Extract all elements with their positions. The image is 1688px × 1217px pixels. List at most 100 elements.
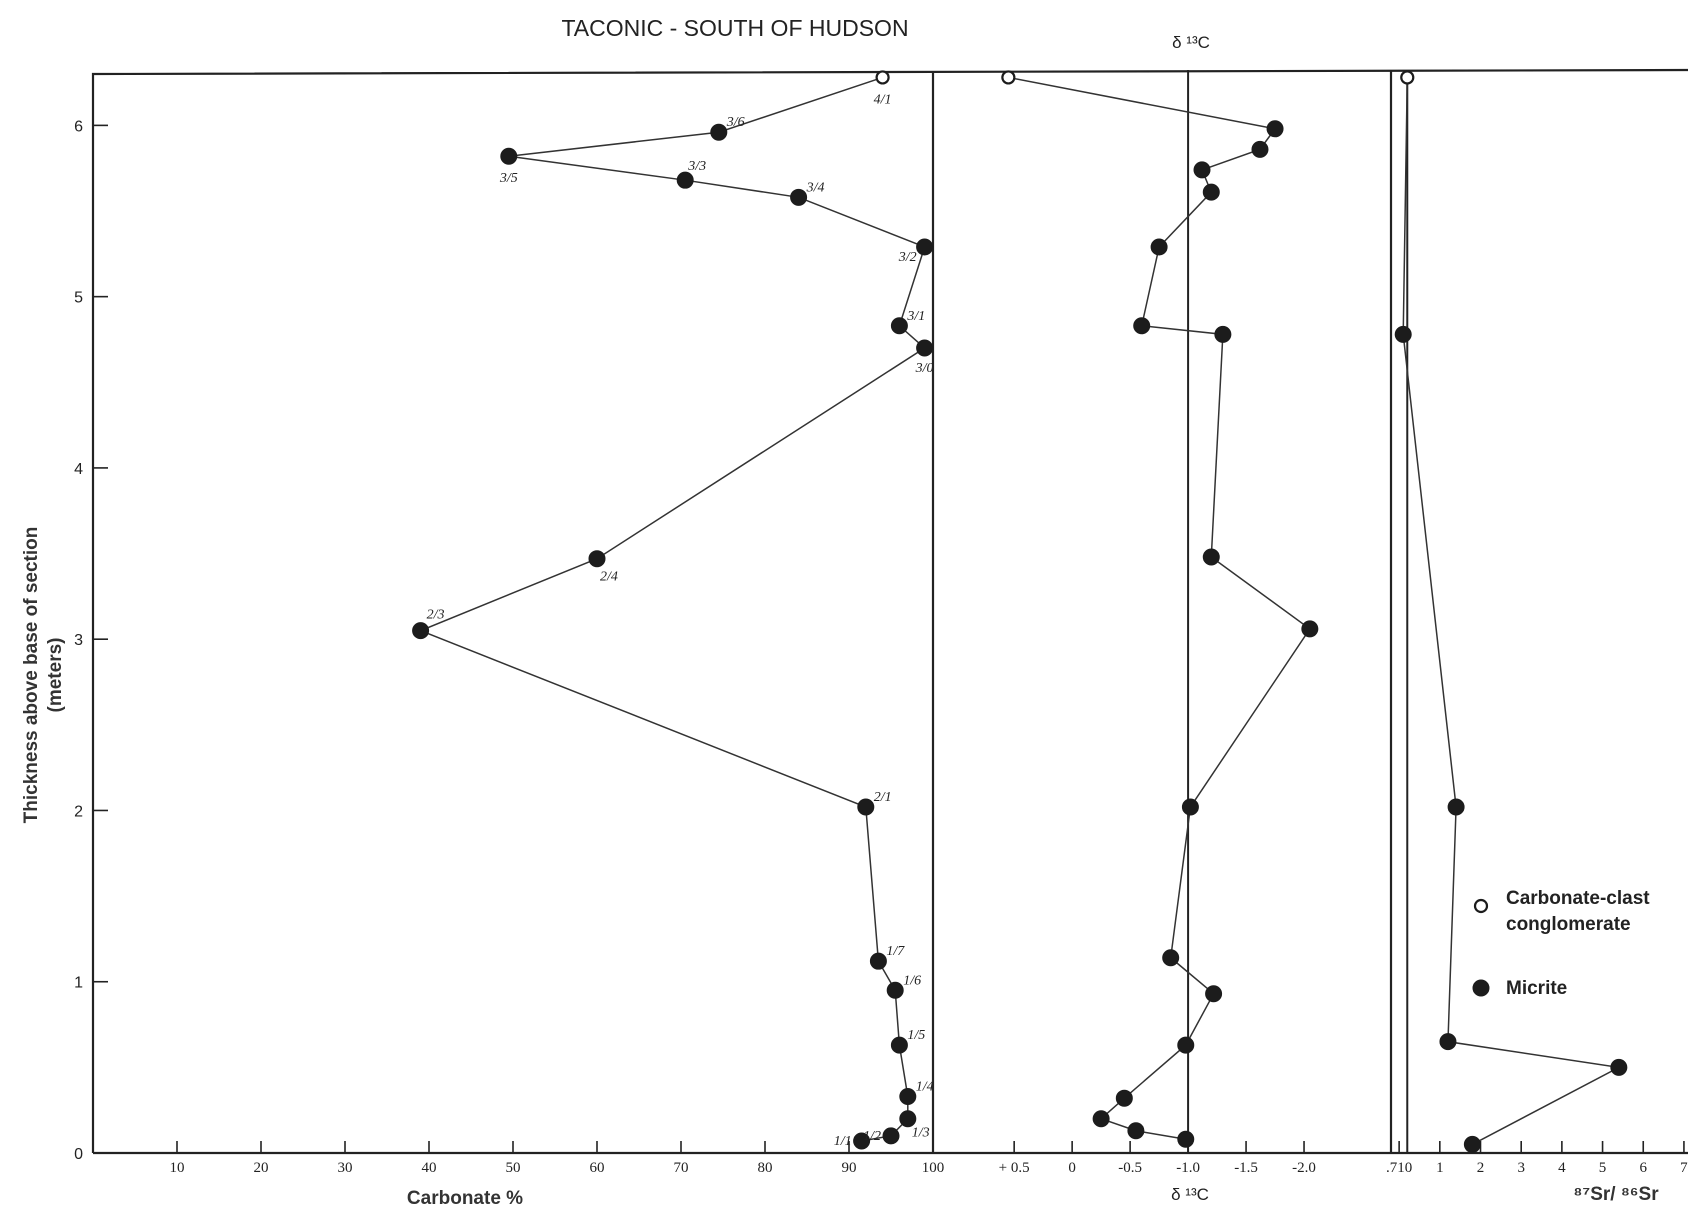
sample-label: 2/1: [874, 790, 892, 805]
d13c-micrite-point: [1193, 161, 1211, 179]
y-axis-unit: (meters): [45, 638, 66, 713]
carbonate-micrite-point: [857, 798, 875, 816]
carbonate-x-tick-label: 50: [506, 1160, 521, 1176]
carbonate-micrite-point: [869, 952, 887, 970]
sr-micrite-point: [1439, 1033, 1457, 1051]
d13c-micrite-point: [1177, 1130, 1195, 1148]
carbonate-profile-line: [418, 76, 926, 1142]
sr-micrite-point: [1394, 325, 1412, 343]
y-axis-title-group: Thickness above base of section (meters): [21, 527, 66, 824]
carbonate-micrite-point: [890, 1036, 908, 1054]
d13c-x-tick-label: + 0.5: [999, 1160, 1030, 1176]
sample-label: 3/1: [906, 309, 925, 324]
carbonate-x-tick-label: 70: [674, 1160, 689, 1176]
sr-x-tick-label: 1: [1436, 1160, 1444, 1176]
sample-label: 1/1: [834, 1134, 852, 1149]
y-tick-label: 2: [74, 803, 83, 820]
d13c-profile-line: [1008, 76, 1311, 1141]
plot-frame: [91, 68, 1688, 1155]
sample-label: 2/4: [600, 570, 618, 585]
sample-label: 3/2: [898, 250, 917, 265]
carbonate-conglomerate-point: [875, 70, 890, 85]
sample-label: 4/1: [874, 92, 892, 107]
sample-labels: 4/1 3/6 3/5 3/3 3/4 3/2 3/1 3/0 2/4 2/3 2/1 1/7 1/6 1…: [427, 92, 934, 1149]
legend-filled-marker: [1472, 979, 1490, 997]
carbonate-x-tick-label: 90: [842, 1160, 857, 1176]
d13c-micrite-point: [1092, 1110, 1110, 1128]
d13c-micrite-point: [1150, 238, 1168, 256]
legend-label-conglomerate-line2: conglomerate: [1506, 914, 1631, 935]
carbonate-x-axis-title: Carbonate %: [407, 1188, 523, 1209]
carbonate-x-tick-label: 100: [922, 1160, 945, 1176]
chart-title: TACONIC - SOUTH OF HUDSON: [561, 15, 908, 41]
frame-left-top: [91, 68, 1688, 1153]
carbonate-micrite-point: [882, 1127, 900, 1145]
carbonate-x-tick-label: 20: [254, 1160, 269, 1176]
legend: Carbonate-clast conglomerate Micrite: [1472, 888, 1650, 999]
carbonate-x-tick-label: 30: [338, 1160, 353, 1176]
y-tick-label: 0: [74, 1146, 83, 1163]
d13c-micrite-point: [1115, 1089, 1133, 1107]
sample-label: 3/5: [499, 171, 518, 186]
d13c-micrite-point: [1202, 183, 1220, 201]
y-tick-label: 5: [74, 290, 83, 307]
sr-x-tick-label: 7: [1680, 1160, 1688, 1176]
sample-label: 3/4: [806, 180, 825, 195]
sample-label: 1/6: [903, 973, 921, 988]
carbonate-micrite-point: [890, 317, 908, 335]
sr-x-tick-label: 3: [1517, 1160, 1525, 1176]
d13c-x-tick-label: -2.0: [1292, 1160, 1316, 1176]
sr-x-axis-title: ⁸⁷Sr/ ⁸⁶Sr: [1573, 1184, 1659, 1205]
data-points: [412, 70, 1628, 1153]
sample-label: 3/3: [687, 159, 706, 174]
carbonate-x-tick-label: 60: [590, 1160, 605, 1176]
carbonate-micrite-point: [916, 238, 934, 256]
d13c-micrite-point: [1251, 140, 1269, 158]
d13c-panel-header: δ ¹³C: [1172, 33, 1210, 52]
series-lines: [418, 76, 1622, 1146]
y-tick-label: 3: [74, 632, 83, 649]
carbonate-micrite-point: [916, 339, 934, 357]
d13c-micrite-point: [1162, 949, 1180, 967]
sr-micrite-point: [1610, 1058, 1628, 1076]
sample-label: 1/2: [863, 1129, 881, 1144]
d13c-micrite-point: [1127, 1122, 1145, 1140]
sr-x-tick-label: 4: [1558, 1160, 1566, 1176]
carbonate-micrite-point: [790, 188, 808, 206]
carbonate-micrite-point: [899, 1087, 917, 1105]
y-tick-label: 4: [74, 461, 83, 478]
sr-micrite-point: [1447, 798, 1465, 816]
sr-x-tick-label: 2: [1477, 1160, 1485, 1176]
d13c-micrite-point: [1205, 985, 1223, 1003]
sample-label: 3/6: [726, 115, 745, 130]
sample-label: 1/4: [916, 1079, 934, 1094]
carbonate-x-tick-label: 10: [170, 1160, 185, 1176]
sample-label: 1/3: [912, 1126, 930, 1141]
sample-label: 1/5: [907, 1028, 925, 1043]
d13c-x-tick-label: -1.5: [1234, 1160, 1258, 1176]
y-tick-label: 1: [74, 975, 83, 992]
sr-micrite-point: [1463, 1135, 1481, 1153]
d13c-conglomerate-point: [1001, 70, 1016, 85]
d13c-micrite-point: [1133, 317, 1151, 335]
legend-open-marker: [1473, 898, 1489, 914]
d13c-micrite-point: [1177, 1036, 1195, 1054]
sample-label: 2/3: [427, 608, 445, 623]
y-tick-label: 6: [74, 118, 83, 135]
sr-x-tick-label: .710: [1386, 1160, 1412, 1176]
carbonate-micrite-point: [886, 981, 904, 999]
d13c-micrite-point: [1202, 548, 1220, 566]
carbonate-micrite-point: [853, 1132, 871, 1150]
d13c-x-axis-title: δ ¹³C: [1171, 1185, 1209, 1204]
carbonate-micrite-point: [899, 1110, 917, 1128]
y-axis-title: Thickness above base of section: [21, 527, 42, 824]
sr-conglomerate-point: [1400, 70, 1415, 85]
carbonate-micrite-point: [412, 622, 430, 640]
d13c-x-tick-label: 0: [1068, 1160, 1076, 1176]
legend-label-micrite: Micrite: [1506, 978, 1567, 999]
axes-ticks: 0 1 2 3 4 5 6 10 20 30 40 50 60 70 80 90 100 + 0.5 0 -0.5 -1…: [74, 118, 1688, 1176]
carbonate-x-tick-label: 40: [422, 1160, 437, 1176]
legend-label-conglomerate-line1: Carbonate-clast: [1506, 888, 1650, 909]
d13c-micrite-point: [1214, 325, 1232, 343]
